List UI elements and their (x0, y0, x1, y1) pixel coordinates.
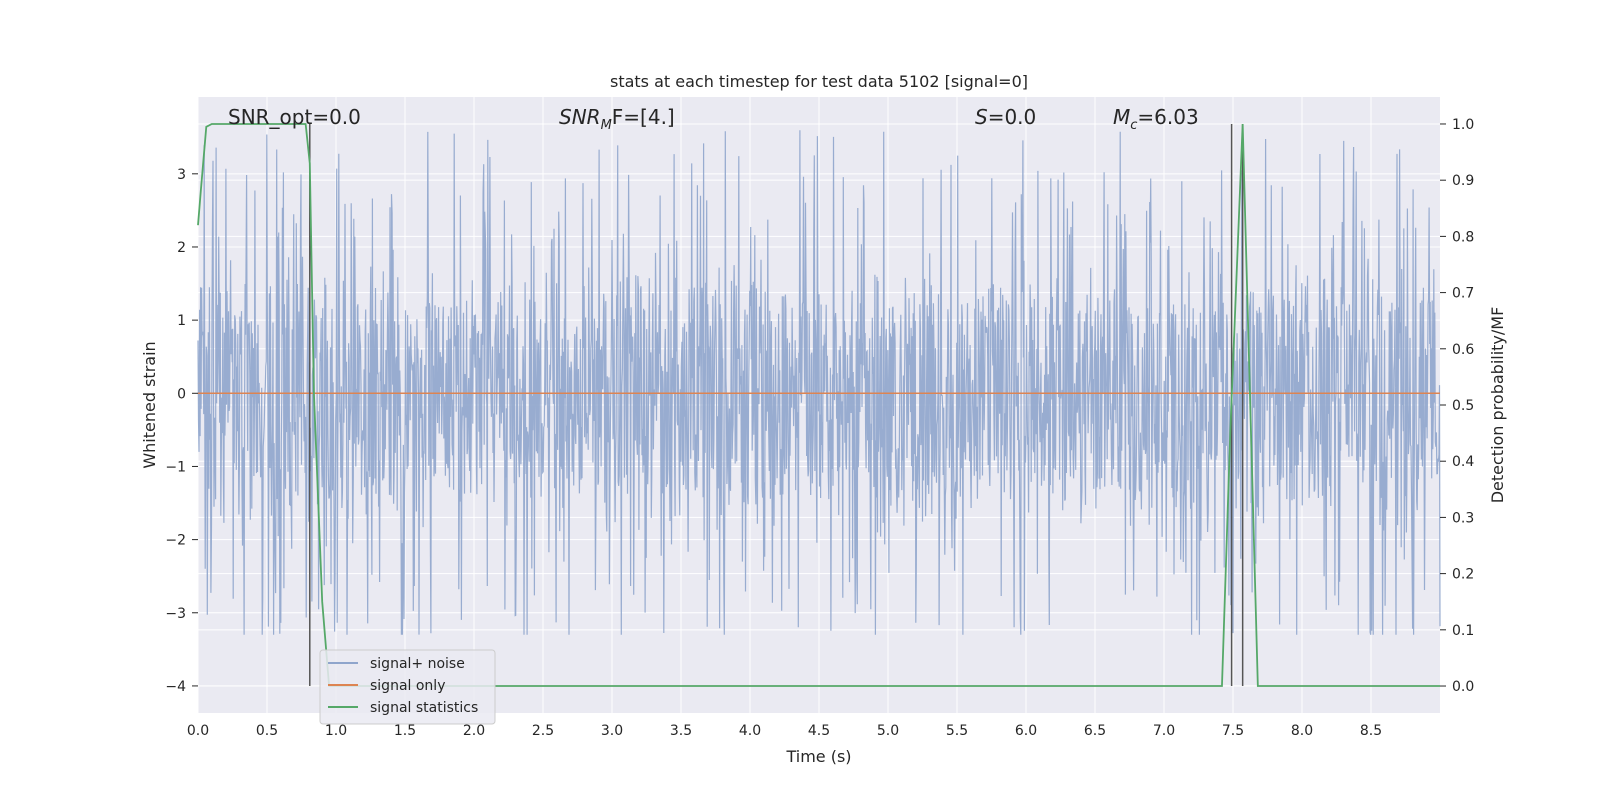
x-tick-label: 5.5 (946, 723, 968, 739)
y-tick-label: −1 (165, 459, 186, 475)
legend-box (319, 649, 496, 725)
x-tick-label: 6.5 (1084, 723, 1106, 739)
y-tick-label: −4 (165, 679, 186, 695)
y-right-tick-label: 0.5 (1452, 398, 1474, 414)
legend: signal+ noise signal only signal statist… (319, 649, 496, 725)
y-right-tick-label: 0.7 (1452, 286, 1474, 302)
x-tick-label: 0.5 (256, 723, 278, 739)
annotation-s-stat: S=0.0 (975, 105, 1036, 129)
x-tick-label: 1.5 (394, 723, 416, 739)
x-tick-label: 4.5 (808, 723, 830, 739)
y-tick-label: 2 (177, 240, 186, 256)
signal-statistics-line (197, 123, 1440, 687)
y-right-tick-label: 0.6 (1452, 342, 1474, 358)
x-tick-label: 1.0 (325, 723, 347, 739)
x-tick-label: 5.0 (877, 723, 899, 739)
axes: 0.0 0.5 1.0 1.5 2.0 2.5 3.0 3.5 4.0 4.5 5.0 5.5 6.0 6… (165, 117, 1474, 739)
x-tick-label: 0.0 (187, 723, 209, 739)
y-axis-label-right: Detection probability/MF (1488, 307, 1507, 504)
y-tick-label: 0 (177, 386, 186, 402)
y-tick-label: −2 (165, 533, 186, 549)
y-tick-label: 3 (177, 167, 186, 183)
x-tick-label: 4.0 (739, 723, 761, 739)
x-tick-label: 7.0 (1153, 723, 1175, 739)
y-axis-label: Whitened strain (140, 341, 159, 468)
annotations: SNR_opt=0.0 SNRMF=[4.] S=0.0 Mc=6.03 (228, 105, 1199, 133)
y-right-tick-label: 0.1 (1452, 623, 1474, 639)
y-right-tick-label: 0.0 (1452, 679, 1474, 695)
series-signal-statistics (197, 123, 1440, 687)
x-tick-label: 3.0 (601, 723, 623, 739)
chart-title: stats at each timestep for test data 510… (610, 72, 1028, 91)
x-tick-label: 3.5 (670, 723, 692, 739)
annotation-snr-opt: SNR_opt=0.0 (228, 105, 361, 129)
y-right-tick-label: 0.4 (1452, 454, 1474, 470)
x-tick-label: 2.5 (532, 723, 554, 739)
x-tick-label: 2.0 (463, 723, 485, 739)
y-right-tick-label: 0.9 (1452, 173, 1474, 189)
x-tick-label: 7.5 (1222, 723, 1244, 739)
annotation-mc: Mc=6.03 (1113, 105, 1199, 133)
signal-plus-noise-line (197, 130, 1441, 635)
series-signal-plus-noise (197, 130, 1441, 635)
x-axis-label: Time (s) (785, 747, 851, 766)
y-right-tick-label: 0.8 (1452, 229, 1474, 245)
legend-label-signal-plus-noise: signal+ noise (370, 656, 465, 672)
annotation-snr-mf: SNRMF=[4.] (559, 105, 675, 133)
x-tick-label: 8.5 (1360, 723, 1382, 739)
x-tick-label: 8.0 (1291, 723, 1313, 739)
y-right-tick-label: 1.0 (1452, 117, 1474, 133)
legend-label-signal-only: signal only (370, 678, 445, 694)
y-right-tick-label: 0.2 (1452, 567, 1474, 583)
y-tick-label: −3 (165, 606, 186, 622)
x-tick-label: 6.0 (1015, 723, 1037, 739)
y-tick-label: 1 (177, 313, 186, 329)
y-right-tick-label: 0.3 (1452, 510, 1474, 526)
legend-label-signal-statistics: signal statistics (370, 700, 478, 716)
